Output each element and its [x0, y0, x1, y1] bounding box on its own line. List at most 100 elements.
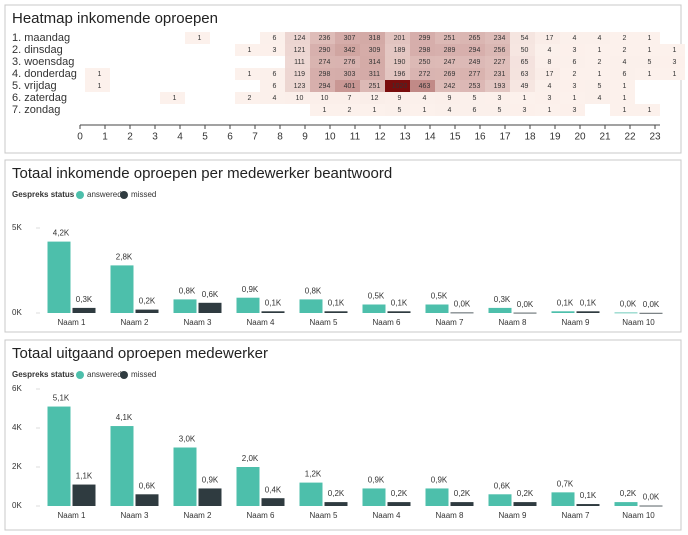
cell-label: 5 — [473, 95, 477, 102]
cell-label: 12 — [371, 95, 379, 102]
bar — [299, 299, 323, 313]
heatmap-cell — [485, 68, 510, 80]
value-label: 5,1K — [53, 394, 70, 403]
cell-label: 294 — [319, 83, 331, 90]
heatmap-cell — [360, 68, 385, 80]
cell-label: 1 — [623, 95, 627, 102]
heatmap-cell — [585, 32, 610, 44]
cell-label: 65 — [521, 59, 529, 66]
heatmap-cell — [410, 44, 435, 56]
value-label: 0,2K — [328, 489, 345, 498]
cell-label: 4 — [448, 107, 452, 114]
cell-label: 193 — [494, 83, 506, 90]
heatmap-cell — [585, 92, 610, 104]
legend-label: answered — [87, 370, 122, 379]
heatmap-cell — [435, 44, 460, 56]
x-tick-label: 10 — [324, 132, 336, 143]
heatmap-cell — [410, 80, 435, 92]
bar — [425, 488, 449, 506]
value-label: 0,1K — [265, 298, 282, 307]
value-label: 0,1K — [580, 491, 597, 500]
cell-label: 2 — [623, 47, 627, 54]
x-tick-label: 8 — [277, 132, 283, 143]
heatmap-cell — [285, 56, 310, 68]
heatmap-cell — [560, 68, 585, 80]
bar — [639, 312, 663, 314]
heatmap-cell — [560, 32, 585, 44]
heatmap-cell — [235, 92, 260, 104]
cell-label: 190 — [394, 59, 406, 66]
heatmap-cell — [635, 32, 660, 44]
bar — [614, 312, 638, 314]
bar — [72, 484, 96, 506]
cell-label: 231 — [494, 71, 506, 78]
cell-label: 2 — [248, 95, 252, 102]
x-tick-label: 19 — [549, 132, 561, 143]
cell-label: 2 — [598, 59, 602, 66]
x-tick-label: Naam 3 — [120, 511, 149, 520]
value-label: 0,1K — [391, 298, 408, 307]
x-tick-label: Naam 6 — [246, 511, 275, 520]
heatmap-cell — [410, 56, 435, 68]
value-label: 0,2K — [391, 489, 408, 498]
row-label: 5. vrijdag — [12, 80, 57, 92]
value-label: 2,8K — [116, 253, 133, 262]
cell-label: 289 — [444, 47, 456, 54]
cell-label: 253 — [469, 83, 481, 90]
bar — [387, 311, 411, 313]
heatmap-cell — [360, 32, 385, 44]
legend-label: missed — [131, 190, 156, 199]
heatmap-cell — [510, 92, 535, 104]
x-tick-label: Naam 5 — [309, 511, 338, 520]
cell-label: 5 — [498, 107, 502, 114]
heatmap-cell — [635, 104, 660, 116]
cell-label: 1 — [573, 95, 577, 102]
heatmap-cell — [460, 92, 485, 104]
heatmap-cell — [460, 80, 485, 92]
cell-label: 3 — [573, 47, 577, 54]
x-tick-label: Naam 2 — [183, 511, 212, 520]
bar — [261, 311, 285, 313]
bar — [387, 502, 411, 506]
heatmap-cell — [660, 44, 685, 56]
value-label: 0,3K — [494, 295, 511, 304]
heatmap-cell — [660, 56, 685, 68]
cell-label: 269 — [444, 71, 456, 78]
bar — [576, 311, 600, 313]
x-tick-label: 17 — [499, 132, 511, 143]
heatmap-cell — [485, 92, 510, 104]
cell-label: 4 — [598, 35, 602, 42]
x-tick-label: 22 — [624, 132, 636, 143]
row-label: 4. donderdag — [12, 68, 77, 80]
heatmap-cell — [610, 80, 635, 92]
legend-swatch — [120, 371, 128, 379]
cell-label: 17 — [546, 35, 554, 42]
heatmap-cell — [160, 92, 185, 104]
heatmap-cell — [360, 80, 385, 92]
x-tick-label: Naam 10 — [622, 511, 655, 520]
cell-label: 6 — [623, 71, 627, 78]
heatmap-cell — [610, 68, 635, 80]
bar — [236, 297, 260, 313]
heatmap-cell — [260, 92, 285, 104]
cell-label: 5 — [648, 59, 652, 66]
y-tick-label: 0K — [12, 501, 22, 510]
heatmap-cell — [610, 56, 635, 68]
heatmap-cell — [635, 56, 660, 68]
cell-label: 274 — [319, 59, 331, 66]
cell-label: 10 — [321, 95, 329, 102]
heatmap-cell — [585, 56, 610, 68]
heatmap-cell — [535, 44, 560, 56]
value-label: 0,5K — [368, 292, 385, 301]
cell-label: 1 — [173, 95, 177, 102]
bar — [173, 447, 197, 506]
cell-label: 54 — [521, 35, 529, 42]
cell-label: 5 — [598, 83, 602, 90]
heatmap-cell — [435, 56, 460, 68]
heatmap-cell — [260, 32, 285, 44]
cell-label: 3 — [573, 83, 577, 90]
cell-label: 298 — [419, 47, 431, 54]
row-label: 7. zondag — [12, 104, 60, 116]
heatmap-cell — [435, 80, 460, 92]
